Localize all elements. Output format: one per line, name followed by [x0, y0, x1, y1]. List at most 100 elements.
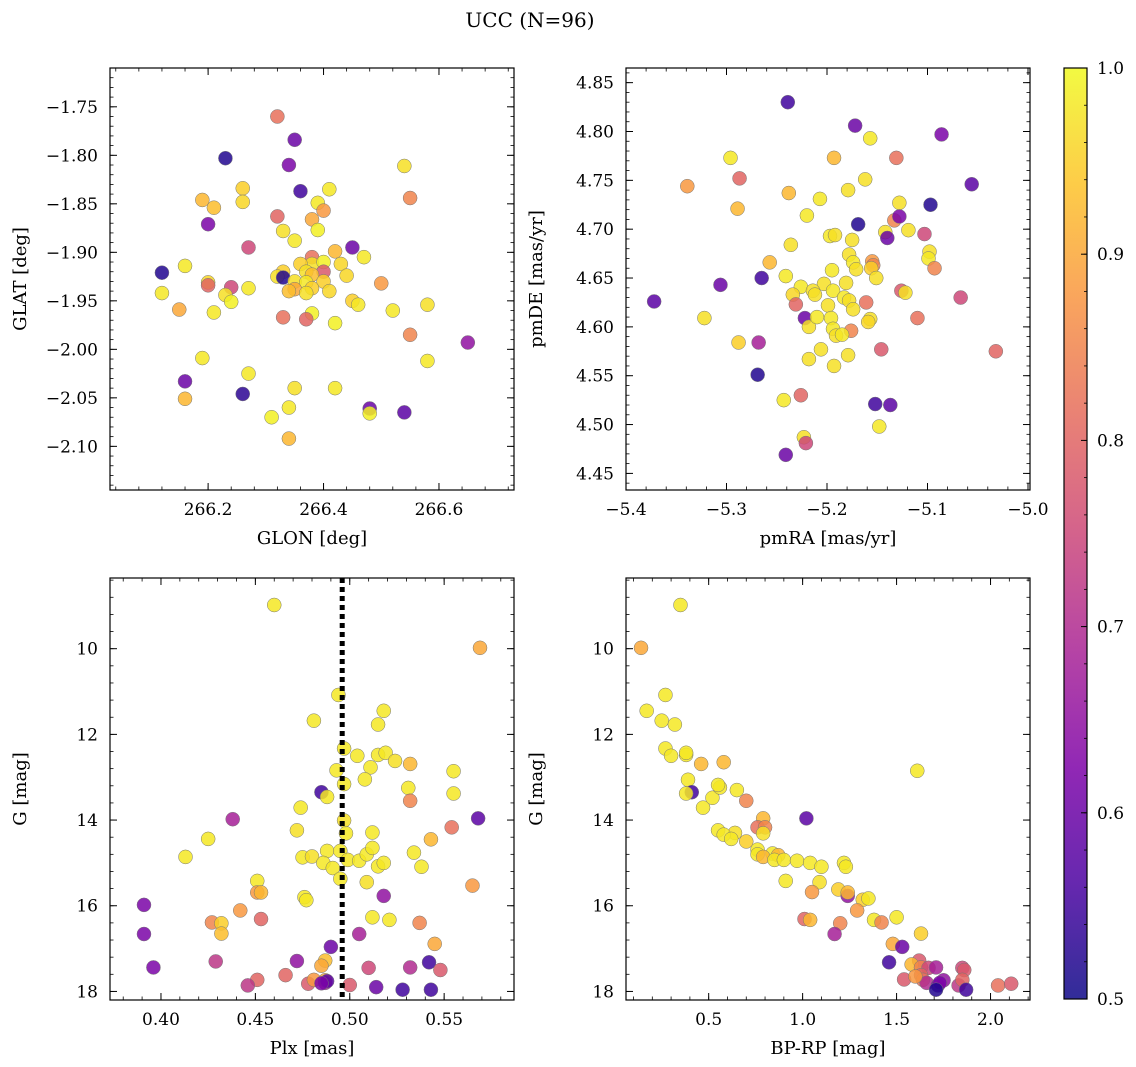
scatter-point: [827, 227, 843, 243]
y-axis-label: G [mag]: [526, 752, 547, 825]
scatter-point: [826, 150, 842, 166]
scatter-point: [402, 793, 418, 809]
y-tick-label: 10: [76, 640, 98, 660]
scatter-point: [253, 885, 269, 900]
scatter-point: [362, 406, 377, 421]
scatter-points: [154, 109, 476, 446]
x-tick-label: 266.6: [415, 500, 464, 520]
scatter-point: [898, 285, 913, 300]
x-tick-label: 2.0: [977, 1010, 1004, 1030]
x-tick-label: 266.4: [299, 500, 348, 520]
y-axis-label: G [mag]: [10, 752, 31, 825]
scatter-point: [820, 298, 836, 313]
scatter-point: [776, 852, 792, 868]
scatter-point: [850, 217, 866, 232]
scatter-point: [446, 763, 461, 779]
scatter-point: [838, 275, 854, 291]
scatter-point: [218, 150, 233, 166]
scatter-point: [814, 859, 829, 875]
y-tick-label: 12: [76, 725, 98, 745]
scatter-point: [838, 859, 854, 875]
scatter-point: [861, 891, 876, 906]
scatter-point: [663, 748, 679, 764]
scatter-point: [868, 270, 884, 286]
scatter-point: [845, 302, 861, 317]
scatter-point: [834, 327, 850, 342]
scatter-point: [844, 232, 860, 248]
scatter-point: [357, 772, 373, 787]
scatter-point: [299, 892, 314, 908]
scatter-point: [731, 335, 746, 350]
scatter-point: [172, 302, 187, 317]
scatter-point: [693, 756, 709, 772]
scatter-point: [840, 885, 855, 900]
scatter-point: [233, 903, 248, 918]
scatter-point: [860, 314, 876, 330]
scatter-point: [799, 811, 814, 826]
y-axis-label: GLAT [deg]: [10, 227, 31, 331]
scatter-point: [264, 409, 279, 425]
scatter-point: [177, 374, 193, 389]
scatter-point: [460, 335, 476, 350]
scatter-point: [427, 936, 442, 952]
scatter-point: [444, 820, 459, 835]
cmd-panel: 0.5 1.0 1.5 2.0 10 12 14 16 18 BP-RP [mag] G [mag]: [526, 577, 1031, 1059]
scatter-point: [739, 793, 754, 809]
scatter-point: [401, 780, 416, 796]
scatter-point: [397, 405, 412, 420]
scatter-point: [732, 171, 747, 186]
scatter-point: [1003, 976, 1019, 991]
scatter-point: [281, 431, 297, 446]
scatter-point: [654, 713, 669, 728]
y-tick-label: 4.75: [576, 171, 614, 191]
scatter-point: [406, 845, 422, 860]
scatter-point: [874, 915, 889, 930]
positions-panel: 266.2 266.4 266.6 −1.75 −1.80 −1.85 −1.90 −1.95…: [10, 67, 515, 549]
y-tick-label: 4.50: [576, 416, 614, 436]
y-tick-label: 4.60: [576, 318, 614, 338]
y-tick-label: −2.05: [46, 389, 98, 409]
scatter-point: [402, 960, 418, 975]
scatter-point: [723, 150, 738, 166]
y-tick-label: −2.10: [46, 437, 98, 457]
scatter-point: [739, 834, 754, 849]
scatter-point: [350, 748, 365, 764]
scatter-point: [889, 150, 904, 166]
colorbar: 0.5 0.6 0.7 0.8 0.9 1.0: [1063, 59, 1124, 1010]
scatter-point: [177, 391, 193, 407]
scatter-point: [892, 209, 907, 224]
scatter-point: [200, 278, 216, 293]
scatter-point: [397, 158, 412, 174]
scatter-point: [378, 745, 393, 761]
scatter-point: [716, 754, 731, 770]
scatter-point: [883, 397, 898, 413]
scatter-point: [402, 190, 418, 206]
scatter-point: [913, 926, 929, 941]
x-tick-label: −5.2: [806, 500, 847, 520]
scatter-point: [414, 859, 429, 875]
axes-frame: [625, 67, 1031, 491]
scatter-point: [322, 283, 337, 299]
scatter-point: [658, 687, 673, 703]
y-tick-label: 4.55: [576, 367, 614, 387]
scatter-point: [365, 840, 380, 856]
y-tick-label: −1.95: [46, 292, 98, 312]
scatter-point: [798, 435, 814, 451]
scatter-point: [807, 287, 823, 302]
y-tick-label: −1.80: [46, 146, 98, 166]
scatter-point: [385, 303, 401, 318]
scatter-point: [314, 958, 329, 973]
scatter-point: [420, 297, 435, 312]
scatter-point: [673, 597, 688, 613]
scatter-point: [316, 203, 331, 218]
figure-title: UCC (N=96): [465, 8, 594, 32]
scatter-point: [901, 222, 916, 238]
scatter-point: [465, 878, 480, 893]
scatter-point: [275, 223, 291, 239]
scatter-point: [633, 640, 649, 656]
scatter-point: [253, 911, 269, 927]
scatter-point: [195, 350, 210, 366]
scatter-point: [322, 182, 337, 197]
scatter-point: [289, 823, 305, 838]
